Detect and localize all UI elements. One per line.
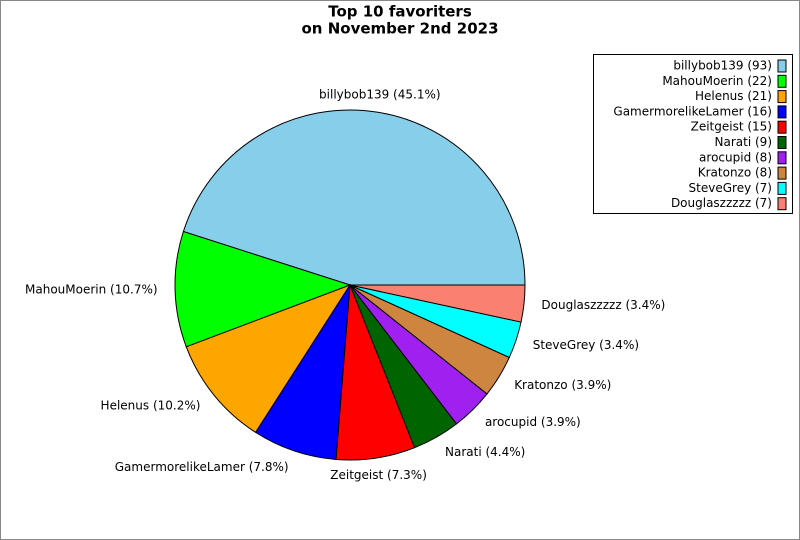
pie-slice <box>349 284 526 323</box>
legend-swatch <box>777 166 787 180</box>
legend-swatch <box>777 151 787 165</box>
legend-swatch <box>777 120 787 134</box>
chart-title: on November 2nd 2023 <box>302 20 499 38</box>
legend-swatch <box>777 90 787 104</box>
legend-label: MahouMoerin (22) <box>662 74 772 88</box>
slice-label: Narati (4.4%) <box>445 445 525 459</box>
legend-swatch <box>777 197 787 211</box>
pie-slice <box>185 283 352 434</box>
slice-label: MahouMoerin (10.7%) <box>25 282 158 296</box>
slice-label: Helenus (10.2%) <box>101 399 201 413</box>
legend-swatch <box>777 59 787 73</box>
legend-label: SteveGrey (7) <box>689 181 772 195</box>
slice-label: Douglaszzzzz (3.4%) <box>541 298 665 312</box>
legend-swatch <box>777 181 787 195</box>
chart-title: Top 10 favoriters <box>328 3 472 21</box>
legend-box <box>593 54 793 214</box>
legend-label: arocupid (8) <box>699 150 772 164</box>
legend-swatch <box>777 74 787 88</box>
slice-label: arocupid (3.9%) <box>485 415 581 429</box>
pie-slice <box>174 230 352 348</box>
legend-label: billybob139 (93) <box>673 59 772 73</box>
legend-label: Douglaszzzzz (7) <box>671 196 772 210</box>
slice-label: Zeitgeist (7.3%) <box>330 468 427 482</box>
legend-label: Narati (9) <box>715 135 772 149</box>
slice-label: Kratonzo (3.9%) <box>514 378 611 392</box>
slice-label: billybob139 (45.1%) <box>319 87 441 101</box>
slice-label: GamermorelikeLamer (7.8%) <box>115 460 289 474</box>
legend-label: Kratonzo (8) <box>698 166 772 180</box>
slice-label: SteveGrey (3.4%) <box>533 338 639 352</box>
pie-slice <box>182 109 526 286</box>
legend-swatch <box>777 105 787 119</box>
legend-swatch <box>777 136 787 149</box>
legend-label: Zeitgeist (15) <box>691 120 772 134</box>
legend-label: Helenus (21) <box>695 89 772 103</box>
legend-label: GamermorelikeLamer (16) <box>613 104 772 118</box>
